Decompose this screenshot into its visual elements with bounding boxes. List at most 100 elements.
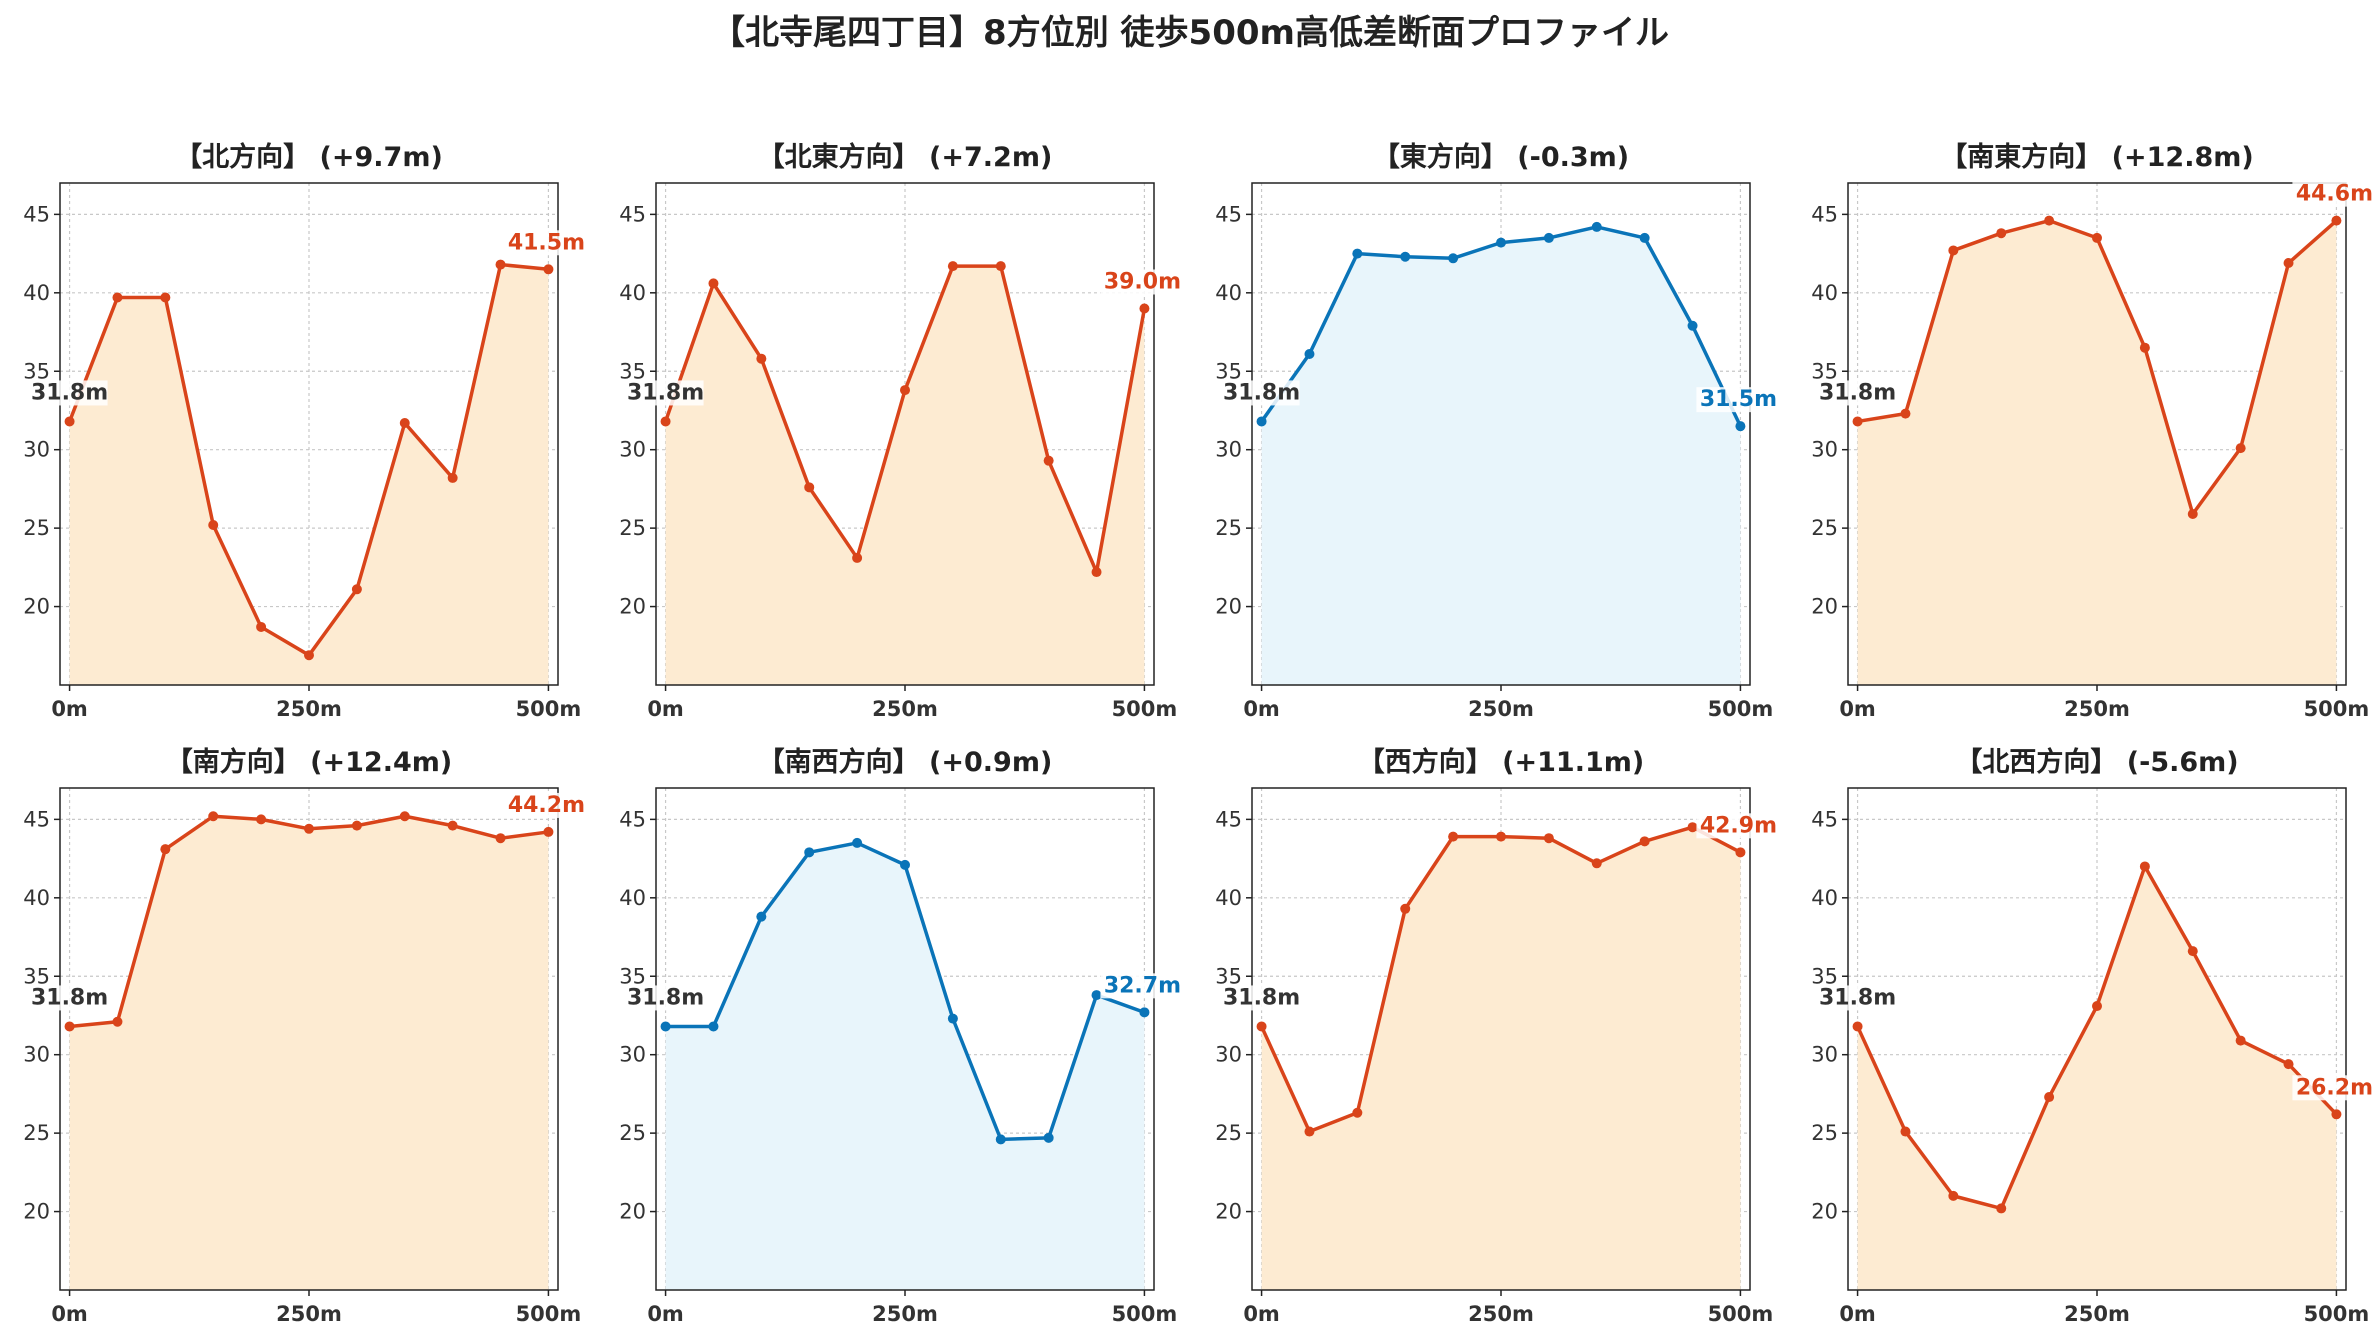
y-tick-label: 30 <box>1811 438 1838 462</box>
data-point <box>1352 248 1363 259</box>
x-tick-label: 0m <box>1839 1302 1876 1326</box>
y-tick-label: 20 <box>1215 595 1242 619</box>
end-label: 31.5m <box>1700 387 1777 412</box>
panel-8: 【北西方向】 (-5.6m) 20 25 30 35 40 45 0m 250m 500m 31.8… <box>1811 746 2377 1326</box>
x-tick-label: 0m <box>1839 697 1876 721</box>
data-point <box>1996 228 2007 239</box>
data-point <box>852 552 863 563</box>
y-tick-label: 40 <box>1215 886 1242 910</box>
data-point <box>2235 443 2246 454</box>
data-point <box>399 418 410 429</box>
data-point <box>900 385 910 396</box>
data-point <box>660 416 671 427</box>
x-tick-label: 500m <box>516 1302 582 1326</box>
data-point <box>543 264 554 275</box>
data-point <box>1091 990 1102 1001</box>
area-fill <box>665 266 1145 685</box>
start-label-bg <box>1819 985 1896 1011</box>
end-label: 44.2m <box>508 793 585 818</box>
data-point <box>2331 1109 2342 1120</box>
data-point <box>1043 455 1054 466</box>
y-tick-label: 40 <box>1811 281 1838 305</box>
y-tick-label: 35 <box>1215 359 1242 383</box>
x-tick-label: 0m <box>647 1302 684 1326</box>
data-point <box>447 820 458 831</box>
data-point <box>1256 416 1267 427</box>
start-label: 31.8m <box>31 985 108 1010</box>
start-label: 31.8m <box>31 380 108 405</box>
y-tick-label: 40 <box>619 886 646 910</box>
x-tick-label: 250m <box>2064 1302 2130 1326</box>
x-tick-label: 250m <box>872 1302 938 1326</box>
y-tick-label: 35 <box>619 359 646 383</box>
y-tick-label: 35 <box>23 359 50 383</box>
y-tick-label: 25 <box>23 1121 50 1145</box>
data-point <box>1139 303 1150 314</box>
panel-6: 【南西方向】 (+0.9m) 20 25 30 35 40 45 0m 250m 500m 31.8… <box>619 746 1185 1326</box>
y-tick-label: 35 <box>619 964 646 988</box>
x-tick-label: 250m <box>1468 697 1534 721</box>
start-label: 31.8m <box>627 985 704 1010</box>
data-point <box>995 1134 1006 1145</box>
data-point <box>2283 1059 2294 1070</box>
data-point <box>1496 237 1506 248</box>
area-fill <box>1261 226 1741 686</box>
end-label-bg <box>2292 181 2377 207</box>
data-point <box>351 584 362 595</box>
start-label-bg <box>1223 985 1300 1011</box>
end-label: 41.5m <box>508 230 585 255</box>
data-point <box>256 814 267 825</box>
data-point <box>208 519 219 530</box>
x-tick-label: 500m <box>1112 1302 1178 1326</box>
x-tick-label: 0m <box>51 1302 88 1326</box>
panel-title: 【南方向】 (+12.4m) <box>166 746 452 778</box>
data-point <box>1139 1007 1150 1018</box>
y-tick-label: 35 <box>1811 964 1838 988</box>
data-point <box>160 844 171 855</box>
y-tick-label: 35 <box>23 964 50 988</box>
data-point <box>2044 1092 2055 1103</box>
start-label: 31.8m <box>1819 380 1896 405</box>
x-tick-label: 500m <box>2304 697 2370 721</box>
data-point <box>208 811 219 822</box>
y-tick-label: 30 <box>619 1043 646 1067</box>
end-label: 42.9m <box>1700 813 1777 838</box>
y-tick-label: 20 <box>1811 1200 1838 1224</box>
data-point <box>1448 831 1459 842</box>
x-tick-label: 250m <box>276 1302 342 1326</box>
end-label-bg <box>1696 813 1781 839</box>
data-point <box>1900 408 1911 419</box>
y-tick-label: 25 <box>23 516 50 540</box>
x-tick-label: 500m <box>1708 1302 1774 1326</box>
start-label: 31.8m <box>1223 380 1300 405</box>
y-tick-label: 20 <box>619 595 646 619</box>
data-point <box>304 650 314 661</box>
figure-title: 【北寺尾四丁目】8方位別 徒歩500m高低差断面プロファイル <box>711 13 1669 53</box>
data-point <box>947 261 958 272</box>
data-point <box>399 811 410 822</box>
y-tick-label: 25 <box>1215 1121 1242 1145</box>
data-point <box>1304 1126 1315 1137</box>
y-tick-label: 30 <box>1215 438 1242 462</box>
start-label-bg <box>31 380 108 406</box>
data-point <box>351 820 362 831</box>
end-label-bg <box>1696 387 1781 413</box>
end-label-bg <box>1100 269 1185 295</box>
area-fill <box>1261 827 1741 1290</box>
y-tick-label: 20 <box>23 595 50 619</box>
data-point <box>112 292 123 303</box>
data-point <box>2331 215 2342 226</box>
panel-title: 【北方向】 (+9.7m) <box>175 141 443 173</box>
x-tick-label: 0m <box>51 697 88 721</box>
data-point <box>1900 1126 1911 1137</box>
y-tick-label: 40 <box>619 281 646 305</box>
end-label-bg <box>1100 973 1185 999</box>
data-point <box>1400 903 1411 914</box>
y-tick-label: 40 <box>1811 886 1838 910</box>
data-point <box>112 1016 123 1027</box>
y-tick-label: 25 <box>619 516 646 540</box>
y-tick-label: 30 <box>23 438 50 462</box>
start-label-bg <box>627 380 704 406</box>
data-point <box>660 1021 671 1032</box>
